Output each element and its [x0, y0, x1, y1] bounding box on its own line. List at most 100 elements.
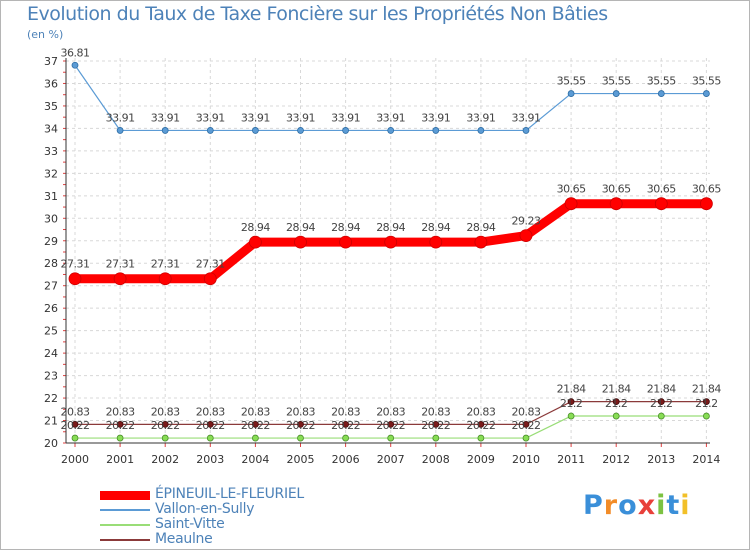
chart-title: Evolution du Taux de Taxe Foncière sur l…	[27, 3, 608, 25]
x-tick-label: 2003	[196, 453, 224, 466]
data-point	[612, 398, 620, 406]
proxiti-logo[interactable]: Proxiti	[583, 490, 691, 521]
data-label: 33.91	[241, 111, 270, 124]
legend-swatch	[100, 524, 150, 526]
data-label: 20.22	[512, 419, 541, 432]
data-label: 20.83	[151, 405, 180, 418]
data-point	[71, 434, 79, 442]
logo-letter: i	[656, 490, 667, 521]
data-point	[477, 127, 485, 134]
data-point	[116, 420, 124, 428]
y-tick-label: 25	[44, 325, 58, 338]
data-point	[342, 420, 350, 428]
data-point	[522, 127, 530, 134]
data-label: 21.84	[647, 383, 676, 396]
data-label: 21.2	[650, 397, 673, 410]
x-tick-label: 2013	[647, 453, 675, 466]
y-tick-label: 31	[44, 190, 58, 203]
data-label: 20.22	[151, 419, 180, 432]
legend-swatch	[100, 490, 150, 500]
data-point	[206, 420, 214, 428]
data-label: 20.22	[331, 419, 360, 432]
logo-letter: o	[618, 490, 638, 521]
x-tick-label: 2010	[512, 453, 540, 466]
data-point	[297, 127, 304, 134]
data-label: 28.94	[331, 221, 360, 234]
data-point	[612, 412, 620, 420]
data-label: 29.23	[512, 215, 541, 228]
data-label: 27.31	[61, 258, 90, 271]
legend-label: ÉPINEUIL-LE-FLEURIEL	[155, 486, 304, 502]
data-label: 21.2	[560, 397, 583, 410]
data-point	[206, 127, 214, 134]
series-meaulne	[71, 398, 710, 428]
data-label: 21.84	[692, 383, 721, 396]
data-label: 35.55	[602, 75, 631, 88]
data-label: 30.65	[647, 183, 676, 196]
data-label: 20.83	[421, 405, 450, 418]
data-point	[251, 434, 259, 442]
data-point	[116, 127, 124, 134]
y-tick-label: 34	[44, 122, 58, 135]
series-vallon-en-sully	[71, 61, 710, 134]
data-label: 33.91	[331, 111, 360, 124]
data-point	[161, 127, 169, 134]
data-label: 20.83	[331, 405, 360, 418]
data-point	[297, 434, 304, 442]
data-label: 36.81	[61, 46, 90, 59]
data-label: 33.91	[286, 111, 315, 124]
data-label: 20.83	[286, 405, 315, 418]
data-label: 20.22	[466, 419, 495, 432]
x-tick-label: 2006	[332, 453, 360, 466]
data-label: 20.22	[106, 419, 135, 432]
data-label: 35.55	[557, 75, 586, 88]
y-tick-label: 22	[44, 392, 58, 405]
data-label: 28.94	[466, 221, 495, 234]
x-tick-label: 2012	[602, 453, 630, 466]
data-label: 28.94	[241, 221, 270, 234]
data-label: 20.22	[286, 419, 315, 432]
x-tick-label: 2014	[692, 453, 720, 466]
x-tick-label: 2009	[467, 453, 495, 466]
y-tick-label: 21	[44, 415, 58, 428]
legend-swatch	[100, 539, 150, 541]
data-label: 20.83	[241, 405, 270, 418]
logo-letter: P	[583, 490, 604, 521]
data-label: 28.94	[286, 221, 315, 234]
data-point	[116, 434, 124, 442]
data-label: 20.83	[512, 405, 541, 418]
data-label: 20.83	[466, 405, 495, 418]
data-point	[71, 420, 79, 428]
data-point	[432, 127, 440, 134]
data-label: 28.94	[421, 221, 450, 234]
data-label: 20.22	[421, 419, 450, 432]
y-tick-label: 35	[44, 100, 58, 113]
data-point	[703, 90, 710, 97]
y-tick-label: 30	[44, 212, 58, 225]
data-label: 20.22	[241, 419, 270, 432]
data-point	[387, 434, 395, 442]
data-label: 20.22	[376, 419, 405, 432]
data-point	[567, 412, 575, 420]
series--pineuil-le-fleuriel	[68, 197, 713, 286]
data-point	[161, 420, 169, 428]
data-label: 33.91	[196, 111, 225, 124]
legend-swatch	[100, 509, 150, 511]
data-label: 27.31	[196, 258, 225, 271]
data-label: 21.84	[602, 383, 631, 396]
series-saint-vitte	[71, 412, 710, 442]
y-tick-label: 26	[44, 302, 58, 315]
data-point	[294, 235, 307, 249]
data-point	[297, 420, 304, 428]
data-point	[609, 197, 623, 211]
x-tick-label: 2007	[377, 453, 405, 466]
data-point	[657, 90, 665, 97]
data-point	[657, 398, 665, 406]
data-point	[251, 420, 259, 428]
logo-letter: r	[603, 490, 619, 521]
data-point	[158, 272, 172, 286]
data-point	[700, 197, 713, 211]
data-point	[612, 90, 620, 97]
x-tick-label: 2011	[557, 453, 585, 466]
data-point	[339, 235, 353, 249]
